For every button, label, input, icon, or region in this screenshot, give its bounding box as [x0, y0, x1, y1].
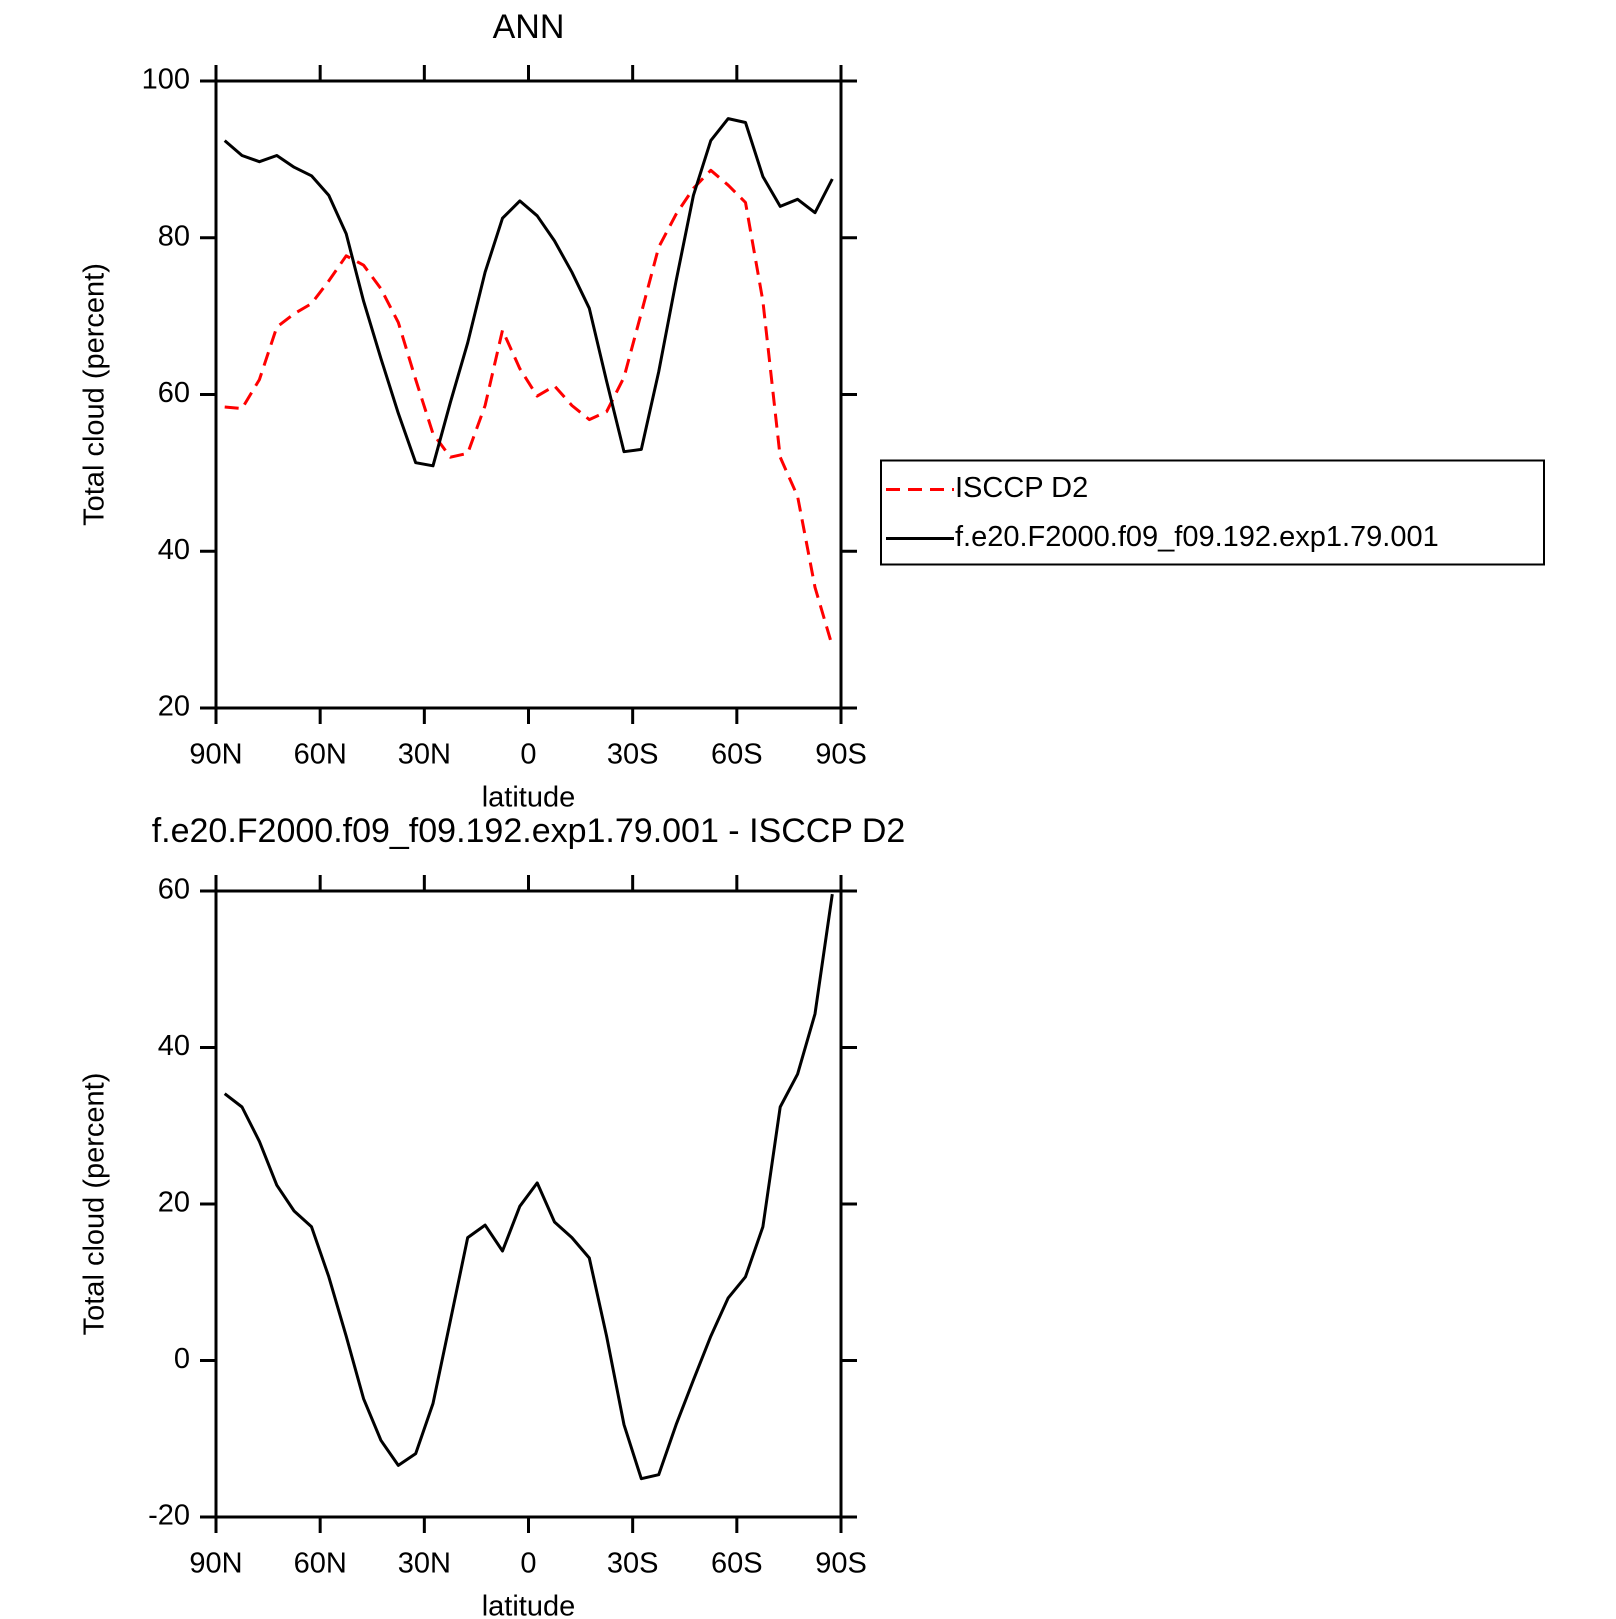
x-axis-label: latitude: [482, 1591, 576, 1619]
legend-box: [880, 459, 1545, 566]
data-line: [223, 117, 834, 468]
x-tick-label: 30N: [398, 1548, 451, 1580]
legend-label: f.e20.F2000.f09_f09.192.exp1.79.001: [955, 521, 1439, 553]
x-tick-label: 30S: [607, 739, 659, 771]
x-tick-label: 30S: [607, 1548, 659, 1580]
y-tick-label: 0: [174, 1343, 190, 1375]
legend-label: ISCCP D2: [955, 472, 1088, 504]
data-line: [223, 893, 834, 1481]
y-tick-label: 20: [158, 691, 190, 723]
x-tick-label: 60N: [294, 1548, 347, 1580]
chart-title: f.e20.F2000.f09_f09.192.exp1.79.001 - IS…: [152, 812, 906, 850]
x-tick-label: 0: [520, 1548, 536, 1580]
y-tick-label: 40: [158, 1030, 190, 1062]
x-tick-label: 30N: [398, 739, 451, 771]
y-tick-label: 60: [158, 377, 190, 409]
x-tick-label: 90S: [815, 739, 867, 771]
legend: ISCCP D2 f.e20.F2000.f09_f09.192.exp1.79.…: [880, 459, 1545, 566]
y-axis-label: Total cloud (percent): [79, 1073, 111, 1336]
plot-panel: f.e20.F2000.f09_f09.192.exp1.79.001 - IS…: [79, 812, 906, 1619]
y-axis-label: Total cloud (percent): [79, 263, 111, 526]
x-tick-label: 0: [520, 739, 536, 771]
x-tick-label: 60N: [294, 739, 347, 771]
x-tick-label: 60S: [711, 739, 763, 771]
x-tick-label: 60S: [711, 1548, 763, 1580]
x-axis-label: latitude: [482, 782, 576, 814]
y-tick-label: 100: [142, 64, 190, 96]
plot-frame: [214, 889, 843, 1519]
y-tick-label: 40: [158, 534, 190, 566]
y-tick-label: 20: [158, 1187, 190, 1219]
plot-panel: ANN 20 40 60 80 100 90N 60N 30N 0 30S 60S 90S latitud…: [79, 8, 1545, 814]
x-tick-label: 90S: [815, 1548, 867, 1580]
data-line: [224, 168, 834, 647]
y-tick-label: -20: [148, 1500, 190, 1532]
chart-title: ANN: [493, 8, 565, 46]
y-tick-label: 80: [158, 220, 190, 252]
y-tick-label: 60: [158, 874, 190, 906]
x-tick-label: 90N: [189, 739, 242, 771]
x-tick-label: 90N: [189, 1548, 242, 1580]
